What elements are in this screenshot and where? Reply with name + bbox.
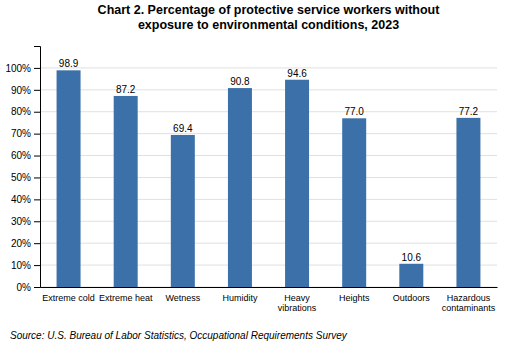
grid-line [40, 133, 497, 134]
y-tick-mark [34, 287, 40, 288]
y-tick: 80% [11, 106, 40, 117]
bar [342, 118, 366, 287]
plot: 0% 10% 20% 30% 40% 50% 60% 70% 80% 90% 100% Extreme… [5, 47, 497, 314]
source: Source: U.S. Bureau of Labor Statistics,… [10, 330, 348, 341]
x-tick-label-line: Extreme cold [42, 293, 95, 303]
y-tick-label: 60% [11, 150, 31, 161]
y-tick-mark [34, 112, 40, 113]
y-tick-label: 40% [11, 194, 31, 205]
title: Chart 2. Percentage of protective servic… [98, 3, 441, 32]
data-label: 94.6 [287, 68, 307, 79]
chart: 0% 10% 20% 30% 40% 50% 60% 70% 80% 90% 100% Extreme… [0, 0, 509, 345]
x-tick-label-line: Heavy [284, 293, 310, 303]
y-tick-label: 30% [11, 216, 31, 227]
x-tick-label-line: vibrations [278, 303, 317, 313]
y-tick-label: 100% [5, 63, 31, 74]
y-tick-label: 90% [11, 85, 31, 96]
y-tick: 30% [11, 216, 40, 227]
x-tick-label-line: Extreme heat [99, 293, 153, 303]
x-axis-line [41, 287, 498, 288]
x-tick-label: Heights [339, 293, 370, 303]
y-tick-label: 80% [11, 106, 31, 117]
bar [114, 96, 138, 287]
grid [40, 68, 497, 287]
y-tick-label: 50% [11, 172, 31, 183]
x-tick: Heavyvibrations [278, 293, 317, 313]
y-tick: 100% [5, 63, 40, 74]
x-tick-label: Humidity [222, 293, 258, 303]
data-label: 77.0 [344, 106, 364, 117]
x-tick-label: Outdoors [393, 293, 431, 303]
bar [57, 70, 81, 287]
bar [285, 80, 309, 287]
y-tick: 70% [11, 128, 40, 139]
data-labels: 98.9 87.2 69.4 90.8 94.6 77.0 10.6 77.2 [59, 58, 479, 262]
y-axis: 0% 10% 20% 30% 40% 50% 60% 70% 80% 90% 100% [5, 47, 40, 293]
x-tick: Extreme heat [99, 293, 153, 303]
y-tick-mark [34, 68, 40, 69]
y-tick-mark [34, 156, 40, 157]
grid-line [40, 243, 497, 244]
grid-line [40, 287, 497, 288]
data-label: 10.6 [402, 252, 422, 263]
y-tick-mark [34, 90, 40, 91]
y-tick-mark [34, 265, 40, 266]
x-tick: Outdoors [393, 293, 431, 303]
x-tick-label: Extreme cold [42, 293, 95, 303]
y-tick: 20% [11, 238, 40, 249]
grid-line [40, 265, 497, 266]
data-label: 98.9 [59, 58, 79, 69]
grid-line [40, 67, 497, 68]
x-tick: Hazardouscontaminants [442, 293, 496, 313]
x-tick-label-line: Wetness [165, 293, 200, 303]
bar [399, 264, 423, 287]
x-tick: Wetness [165, 293, 200, 303]
data-label: 90.8 [230, 76, 250, 87]
grid-line [40, 155, 497, 156]
y-tick: 40% [11, 194, 40, 205]
x-tick: Heights [339, 293, 370, 303]
y-tick: 60% [11, 150, 40, 161]
y-tick-mark [34, 134, 40, 135]
y-tick-mark [34, 177, 40, 178]
y-tick: 90% [11, 85, 40, 96]
grid-line [40, 111, 497, 112]
x-tick-label-line: contaminants [442, 303, 496, 313]
x-axis: Extreme cold Extreme heat Wetness Humidity H… [41, 288, 498, 314]
grid-line [40, 177, 497, 178]
y-tick: 0% [17, 282, 40, 293]
x-tick-label: Heavyvibrations [278, 293, 317, 313]
title-line: Chart 2. Percentage of protective servic… [98, 3, 441, 17]
bars [57, 70, 481, 287]
y-tick-mark [34, 243, 40, 244]
x-tick-label-line: Hazardous [447, 293, 491, 303]
title-line: exposure to environmental conditions, 20… [138, 18, 399, 32]
x-tick: Extreme cold [42, 293, 95, 303]
grid-line [40, 89, 497, 90]
x-tick: Humidity [222, 293, 258, 303]
bar [228, 88, 252, 287]
data-label: 77.2 [459, 106, 479, 117]
y-tick-label: 0% [17, 282, 32, 293]
bar [171, 135, 195, 287]
y-axis-line [34, 47, 41, 288]
x-tick-label-line: Outdoors [393, 293, 431, 303]
y-tick-label: 20% [11, 238, 31, 249]
data-label: 87.2 [116, 84, 136, 95]
data-label: 69.4 [173, 123, 193, 134]
bar [456, 118, 480, 287]
x-tick-label: Wetness [165, 293, 200, 303]
y-tick-mark [34, 221, 40, 222]
grid-line [40, 221, 497, 222]
x-tick-label-line: Heights [339, 293, 370, 303]
y-tick-mark [34, 199, 40, 200]
x-tick-label-line: Humidity [222, 293, 258, 303]
y-tick: 50% [11, 172, 40, 183]
x-tick-label: Hazardouscontaminants [442, 293, 496, 313]
y-tick-label: 10% [11, 260, 31, 271]
grid-line [40, 199, 497, 200]
x-tick-label: Extreme heat [99, 293, 153, 303]
y-tick-label: 70% [11, 128, 31, 139]
y-tick: 10% [11, 260, 40, 271]
